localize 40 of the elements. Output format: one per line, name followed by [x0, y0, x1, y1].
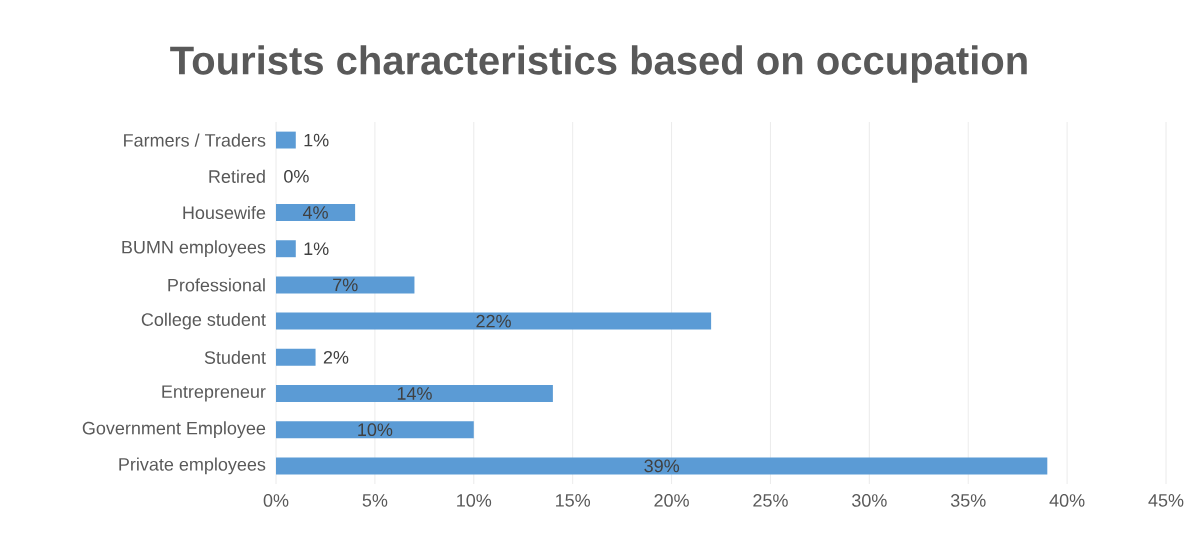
- y-tick-label: Farmers / Traders: [124, 133, 266, 147]
- data-label: 7%: [333, 278, 358, 292]
- x-tick-label: 30%: [852, 494, 887, 507]
- y-tick-label: Retired: [209, 169, 265, 183]
- data-label: 0%: [284, 169, 309, 183]
- bar: [276, 131, 296, 149]
- bar: [276, 457, 1048, 475]
- x-tick-label: 5%: [362, 494, 388, 507]
- y-tick-label: Government Employee: [82, 421, 266, 439]
- y-tick-label: Student: [204, 350, 266, 364]
- y-tick-label: BUMN employees: [122, 240, 266, 258]
- bar: [276, 348, 316, 366]
- bar: [276, 240, 296, 258]
- data-label: 4%: [302, 206, 328, 219]
- y-tick-label: Housewife: [183, 205, 266, 220]
- data-label: 22%: [476, 314, 511, 328]
- bar: [276, 204, 356, 221]
- x-tick-label: 0%: [263, 494, 289, 507]
- y-tick-label: College student: [141, 312, 266, 330]
- data-label: 14%: [397, 387, 432, 400]
- bar: [276, 276, 415, 294]
- bar: [276, 421, 474, 439]
- x-tick-label: 40%: [1049, 494, 1085, 507]
- y-tick-label: Professional: [168, 278, 265, 292]
- data-label: 10%: [358, 423, 393, 437]
- data-label: 39%: [644, 459, 680, 473]
- y-tick-label: Entrepreneur: [162, 385, 266, 402]
- bar: [276, 312, 712, 330]
- x-tick-label: 15%: [556, 494, 591, 507]
- chart-title: Tourists characteristics based on occupation: [170, 45, 1027, 83]
- data-label: 1%: [304, 242, 329, 255]
- x-tick-label: 20%: [654, 494, 689, 507]
- y-tick-label: Private employees: [119, 457, 266, 475]
- x-tick-label: 25%: [753, 494, 788, 507]
- x-tick-label: 35%: [950, 494, 986, 507]
- data-label: 1%: [304, 133, 329, 147]
- data-label: 2%: [323, 350, 349, 364]
- x-tick-label: 45%: [1148, 494, 1184, 507]
- x-tick-label: 10%: [457, 494, 492, 507]
- bar: [276, 385, 553, 402]
